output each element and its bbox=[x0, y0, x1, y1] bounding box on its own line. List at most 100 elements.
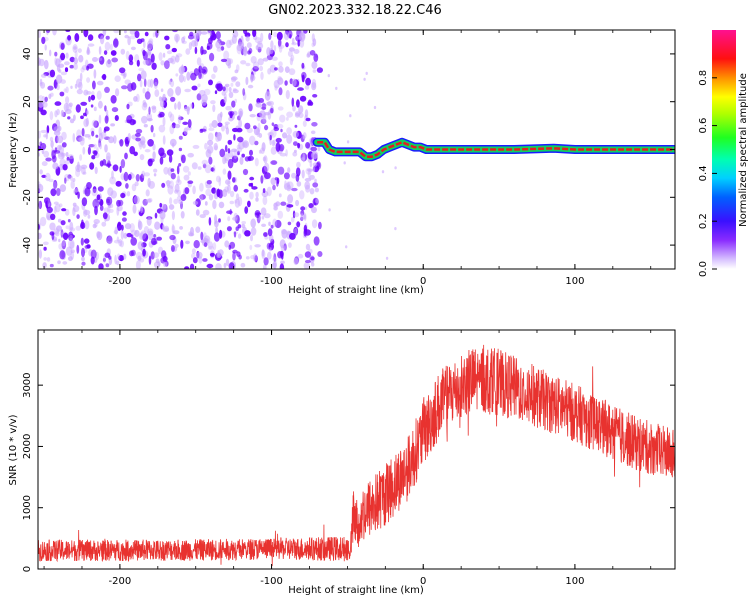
noise-speckle bbox=[365, 71, 368, 75]
noise-speckle bbox=[174, 33, 180, 43]
noise-speckle bbox=[184, 106, 191, 112]
noise-speckle bbox=[293, 257, 299, 266]
noise-speckle bbox=[147, 139, 154, 147]
noise-speckle bbox=[281, 229, 288, 239]
noise-speckle bbox=[223, 50, 230, 60]
noise-speckle bbox=[68, 154, 74, 160]
noise-speckle bbox=[178, 73, 184, 83]
noise-speckle bbox=[63, 102, 69, 112]
noise-speckle bbox=[363, 77, 366, 81]
x-tick-label: 100 bbox=[565, 576, 584, 587]
noise-speckle bbox=[209, 123, 213, 128]
noise-speckle bbox=[174, 243, 179, 248]
noise-speckle bbox=[55, 74, 63, 84]
noise-speckle bbox=[92, 80, 96, 90]
noise-speckle bbox=[178, 116, 184, 121]
noise-speckle bbox=[313, 53, 319, 62]
noise-speckle bbox=[228, 262, 235, 269]
noise-speckle bbox=[215, 40, 222, 49]
noise-speckle bbox=[72, 205, 80, 213]
noise-speckle bbox=[199, 214, 206, 219]
noise-speckle bbox=[234, 199, 238, 204]
noise-speckle bbox=[196, 57, 202, 66]
noise-speckle bbox=[75, 168, 81, 178]
noise-speckle bbox=[210, 167, 215, 172]
noise-speckle bbox=[80, 67, 85, 73]
noise-speckle bbox=[241, 41, 245, 49]
noise-speckle bbox=[289, 57, 293, 66]
noise-speckle bbox=[98, 114, 102, 124]
noise-speckle bbox=[87, 43, 95, 47]
noise-speckle bbox=[245, 62, 251, 67]
noise-speckle bbox=[228, 91, 234, 99]
noise-speckle bbox=[259, 105, 267, 110]
noise-speckle bbox=[186, 71, 191, 81]
noise-speckle bbox=[204, 164, 212, 174]
noise-speckle bbox=[99, 56, 105, 65]
noise-speckle bbox=[116, 236, 120, 242]
noise-speckle bbox=[76, 244, 80, 254]
noise-speckle bbox=[83, 209, 88, 217]
noise-speckle bbox=[53, 126, 61, 133]
noise-speckle bbox=[262, 57, 269, 62]
noise-speckle bbox=[191, 248, 196, 255]
noise-speckle bbox=[208, 132, 214, 142]
noise-speckle bbox=[296, 181, 302, 187]
noise-speckle bbox=[136, 38, 143, 44]
noise-speckle bbox=[212, 165, 216, 173]
noise-speckle bbox=[111, 57, 118, 63]
noise-speckle bbox=[130, 46, 136, 51]
noise-speckle bbox=[188, 42, 192, 50]
noise-speckle bbox=[144, 31, 149, 37]
noise-speckle bbox=[60, 79, 66, 84]
noise-speckle bbox=[54, 147, 58, 153]
noise-speckle bbox=[293, 226, 299, 236]
noise-speckle bbox=[290, 54, 295, 62]
noise-speckle bbox=[178, 163, 182, 167]
noise-speckle bbox=[199, 182, 204, 192]
noise-speckle bbox=[233, 184, 238, 192]
noise-speckle bbox=[148, 180, 155, 189]
noise-speckle bbox=[279, 263, 285, 269]
noise-speckle bbox=[119, 240, 124, 248]
noise-speckle bbox=[300, 206, 306, 211]
noise-speckle bbox=[194, 30, 202, 36]
noise-speckle bbox=[54, 51, 58, 57]
noise-speckle bbox=[110, 95, 117, 104]
noise-speckle bbox=[222, 168, 227, 175]
noise-speckle bbox=[202, 209, 210, 216]
noise-speckle bbox=[47, 85, 54, 91]
noise-speckle bbox=[64, 67, 69, 73]
noise-speckle bbox=[249, 149, 253, 156]
noise-speckle bbox=[174, 123, 181, 129]
noise-speckle bbox=[273, 206, 278, 211]
noise-speckle bbox=[111, 170, 114, 180]
noise-speckle bbox=[220, 46, 225, 51]
noise-speckle bbox=[314, 187, 319, 193]
noise-speckle bbox=[203, 88, 211, 96]
noise-speckle bbox=[96, 80, 104, 86]
noise-speckle bbox=[114, 254, 117, 265]
noise-speckle bbox=[223, 262, 227, 269]
noise-speckle bbox=[143, 40, 146, 49]
noise-speckle bbox=[224, 123, 229, 130]
noise-speckle bbox=[260, 118, 267, 125]
noise-speckle bbox=[275, 142, 281, 152]
noise-speckle bbox=[297, 253, 304, 259]
noise-speckle bbox=[142, 87, 146, 94]
noise-speckle bbox=[50, 213, 56, 220]
noise-speckle bbox=[67, 174, 72, 179]
noise-speckle bbox=[137, 220, 143, 231]
noise-speckle bbox=[93, 106, 97, 112]
noise-speckle bbox=[115, 88, 120, 97]
noise-speckle bbox=[296, 161, 301, 168]
noise-speckle bbox=[154, 89, 160, 97]
noise-speckle bbox=[40, 142, 47, 150]
noise-speckle bbox=[67, 35, 72, 41]
noise-speckle bbox=[146, 217, 152, 226]
noise-speckle bbox=[215, 175, 221, 183]
noise-speckle bbox=[46, 215, 50, 219]
spectrogram-y-ticks: -40 -20 0 20 40 bbox=[22, 48, 675, 253]
noise-speckle bbox=[277, 210, 284, 219]
noise-speckle bbox=[153, 81, 158, 89]
